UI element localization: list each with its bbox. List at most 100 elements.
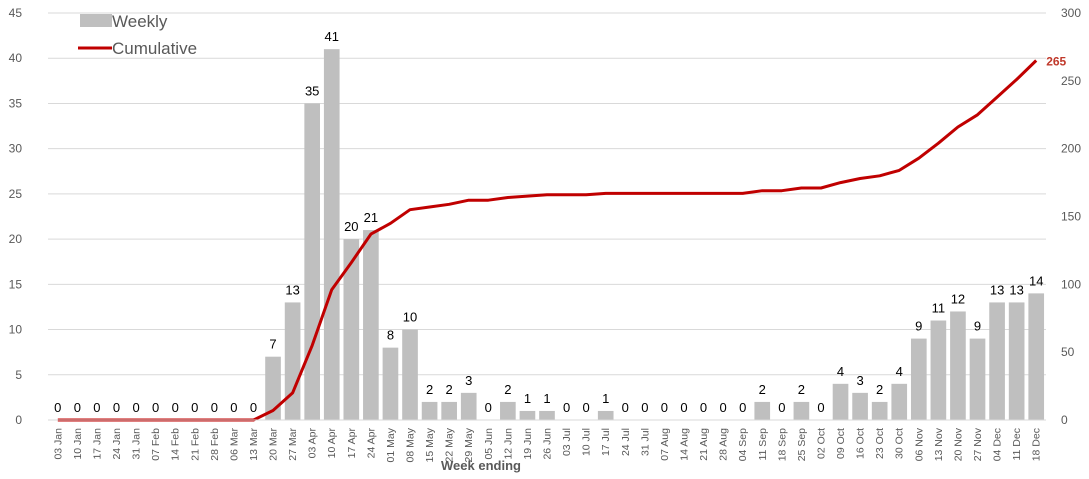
x-tick-label: 08 May (405, 427, 417, 462)
x-tick-label: 17 Jul (600, 428, 612, 456)
x-tick-label: 20 Nov (952, 427, 964, 461)
x-tick-label: 06 Nov (913, 427, 925, 461)
weekly-bar (871, 401, 888, 420)
y-left-tick-label: 10 (9, 323, 23, 337)
weekly-bar-label: 4 (896, 364, 903, 379)
weekly-bar-label: 0 (700, 400, 707, 415)
x-tick-label: 04 Dec (992, 428, 1004, 461)
weekly-bar-label: 9 (915, 319, 922, 334)
weekly-bar (460, 392, 477, 420)
x-tick-label: 31 Jan (131, 428, 143, 460)
weekly-bar-label: 12 (951, 291, 965, 306)
x-tick-label: 05 Jun (483, 428, 495, 460)
x-tick-label: 03 Jul (561, 428, 573, 456)
x-tick-label: 10 Jan (72, 428, 84, 460)
x-tick-label: 09 Oct (835, 428, 847, 459)
weekly-bar (597, 410, 614, 420)
weekly-bar-label: 2 (446, 382, 453, 397)
weekly-bar-label: 2 (504, 382, 511, 397)
weekly-bar (323, 49, 340, 421)
weekly-bar (500, 401, 516, 420)
right-y-axis-ticks: 0 50 100 150 200 250 300 (1061, 6, 1081, 427)
x-tick-label: 21 Feb (189, 428, 201, 461)
weekly-bar-label: 1 (602, 391, 609, 406)
weekly-bar (930, 320, 947, 420)
y-left-tick-label: 30 (9, 142, 23, 156)
x-axis-title: Week ending (441, 458, 521, 473)
x-tick-label: 16 Oct (855, 428, 867, 459)
x-tick-label: 28 Feb (209, 428, 221, 461)
x-tick-label: 24 Apr (365, 427, 377, 458)
x-tick-label: 27 Mar (287, 428, 299, 461)
x-tick-label: 27 Nov (972, 427, 984, 461)
weekly-bar-label: 2 (426, 382, 433, 397)
weekly-bar-label: 0 (152, 400, 159, 415)
x-tick-label: 03 Jan (52, 428, 64, 460)
weekly-bar-label: 0 (211, 400, 218, 415)
x-tick-label: 29 May (463, 427, 475, 462)
y-left-tick-label: 0 (15, 413, 22, 427)
weekly-bar (402, 329, 418, 420)
x-tick-label: 21 Aug (698, 428, 710, 461)
weekly-bar (969, 338, 986, 420)
y-right-tick-label: 200 (1061, 142, 1081, 156)
weekly-bar-label: 3 (465, 373, 472, 388)
x-tick-label: 10 Apr (326, 427, 338, 458)
weekly-bar-label: 35 (305, 83, 319, 98)
y-left-tick-label: 25 (9, 187, 23, 201)
weekly-bar (989, 302, 1005, 420)
x-tick-label: 18 Sep (776, 428, 788, 461)
y-right-tick-label: 50 (1061, 345, 1075, 359)
weekly-bar (832, 383, 849, 420)
x-tick-label: 14 Aug (678, 428, 690, 461)
x-tick-label: 11 Sep (757, 428, 769, 461)
y-left-tick-label: 35 (9, 96, 23, 110)
x-tick-label: 11 Dec (1011, 428, 1023, 461)
weekly-bar-label: 0 (191, 400, 198, 415)
y-left-tick-label: 20 (9, 232, 23, 246)
y-right-tick-label: 100 (1061, 277, 1081, 291)
x-tick-label: 07 Aug (659, 428, 671, 461)
weekly-bar-label: 10 (403, 310, 417, 325)
weekly-bar-label: 2 (876, 382, 883, 397)
y-left-tick-label: 45 (9, 6, 23, 20)
x-tick-label: 14 Feb (170, 428, 182, 461)
weekly-bar-label: 8 (387, 328, 394, 343)
weekly-bar (421, 401, 438, 420)
weekly-bar-label: 2 (798, 382, 805, 397)
weekly-bar (950, 311, 966, 420)
weekly-bar-label: 0 (583, 400, 590, 415)
weekly-bar-label: 0 (230, 400, 237, 415)
y-left-tick-label: 40 (9, 51, 23, 65)
weekly-bar-label: 0 (739, 400, 746, 415)
cumulative-line (57, 59, 1038, 422)
x-tick-label: 19 Jun (522, 428, 534, 460)
weekly-bar (1028, 293, 1045, 420)
weekly-bar-label: 0 (680, 400, 687, 415)
left-y-axis-ticks: 0 5 10 15 20 25 30 35 40 45 (9, 6, 23, 427)
weekly-bar (852, 392, 868, 420)
weekly-bar-label: 0 (54, 400, 61, 415)
x-tick-label: 26 Jun (542, 428, 554, 460)
weekly-bar-label: 13 (990, 282, 1004, 297)
x-tick-label: 07 Feb (150, 428, 162, 461)
x-tick-label: 17 Apr (346, 427, 358, 458)
x-tick-label: 06 Mar (228, 428, 240, 461)
weekly-bar (382, 347, 399, 420)
x-tick-label: 04 Sep (737, 428, 749, 461)
weekly-bar (284, 302, 301, 420)
weekly-bar-label: 0 (250, 400, 257, 415)
x-tick-label: 31 Jul (639, 428, 651, 456)
x-tick-label: 12 Jun (502, 428, 514, 460)
weekly-bars (265, 49, 1045, 421)
weekly-bar-label: 41 (325, 29, 339, 44)
weekly-bar-label: 1 (524, 391, 531, 406)
weekly-bar-label: 1 (543, 391, 550, 406)
weekly-bar-label: 0 (817, 400, 824, 415)
weekly-bar (304, 103, 321, 420)
weekly-bar-label: 13 (285, 282, 299, 297)
weekly-bar (754, 401, 771, 420)
weekly-bar-label: 0 (563, 400, 570, 415)
weekly-bar-label: 9 (974, 319, 981, 334)
